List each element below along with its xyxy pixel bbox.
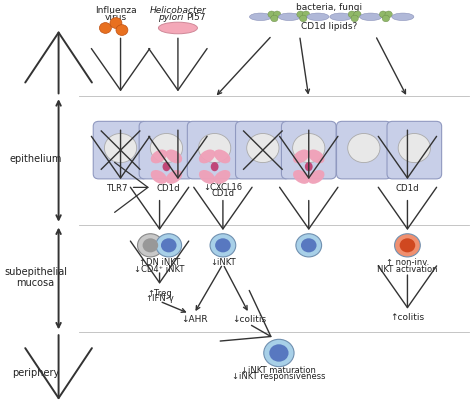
Text: ↓iNKT maturation: ↓iNKT maturation	[241, 366, 316, 375]
Ellipse shape	[158, 23, 198, 35]
Text: ↓CD4⁺ iNKT: ↓CD4⁺ iNKT	[134, 264, 185, 273]
Circle shape	[351, 16, 358, 23]
Text: TLR7: TLR7	[107, 183, 128, 192]
Circle shape	[199, 134, 231, 163]
Circle shape	[354, 12, 361, 19]
Circle shape	[210, 234, 236, 257]
Text: periphery: periphery	[12, 367, 59, 377]
Ellipse shape	[214, 150, 230, 164]
FancyBboxPatch shape	[236, 122, 290, 179]
Text: CD1d lipids?: CD1d lipids?	[301, 22, 357, 31]
Text: Helicobacter: Helicobacter	[150, 6, 206, 15]
Ellipse shape	[307, 14, 329, 21]
Ellipse shape	[211, 163, 219, 172]
Circle shape	[137, 234, 163, 257]
Text: pylori: pylori	[158, 13, 184, 22]
Text: virus: virus	[105, 13, 127, 22]
Circle shape	[246, 134, 279, 163]
Text: subepithelial
mucosa: subepithelial mucosa	[4, 266, 67, 287]
Circle shape	[143, 239, 158, 253]
Circle shape	[292, 134, 325, 163]
Circle shape	[269, 344, 289, 362]
Text: Influenza: Influenza	[95, 6, 137, 15]
Ellipse shape	[163, 163, 170, 172]
Circle shape	[215, 239, 231, 253]
Text: ↓colitis: ↓colitis	[232, 314, 266, 323]
Circle shape	[268, 12, 275, 19]
Text: CD1d: CD1d	[211, 188, 235, 197]
Ellipse shape	[330, 14, 352, 21]
Ellipse shape	[278, 14, 301, 21]
Text: ↑colitis: ↑colitis	[391, 313, 425, 322]
Text: CD1d: CD1d	[396, 183, 419, 192]
Circle shape	[264, 339, 294, 367]
Text: ↑Treg: ↑Treg	[147, 288, 172, 297]
Circle shape	[394, 234, 420, 257]
Ellipse shape	[360, 14, 382, 21]
Ellipse shape	[151, 150, 167, 164]
Circle shape	[380, 12, 387, 19]
Text: ↓iNKT: ↓iNKT	[210, 258, 236, 267]
Circle shape	[348, 12, 356, 19]
Ellipse shape	[308, 171, 325, 184]
Ellipse shape	[392, 14, 414, 21]
Circle shape	[161, 239, 176, 253]
Circle shape	[300, 16, 307, 23]
Ellipse shape	[151, 171, 167, 184]
Circle shape	[296, 234, 321, 257]
Ellipse shape	[214, 171, 230, 184]
Ellipse shape	[308, 150, 325, 164]
Circle shape	[398, 134, 430, 163]
Text: ↑IFN-γ: ↑IFN-γ	[145, 294, 174, 303]
FancyBboxPatch shape	[387, 122, 442, 179]
Text: PI57: PI57	[187, 13, 206, 22]
Circle shape	[400, 239, 415, 253]
Text: NKT activation: NKT activation	[377, 264, 438, 273]
Text: ↓iNKT responsiveness: ↓iNKT responsiveness	[232, 371, 326, 380]
Circle shape	[273, 12, 281, 19]
Circle shape	[156, 234, 182, 257]
Text: CD1d: CD1d	[157, 183, 181, 192]
Text: epithelium: epithelium	[9, 154, 62, 164]
Circle shape	[100, 24, 111, 34]
Text: ↓CXCL16: ↓CXCL16	[203, 182, 243, 191]
Text: ↑ non-inv.: ↑ non-inv.	[386, 258, 429, 267]
Circle shape	[104, 134, 137, 163]
Text: bacteria, fungi: bacteria, fungi	[296, 3, 363, 12]
Circle shape	[348, 134, 380, 163]
FancyBboxPatch shape	[187, 122, 242, 179]
Ellipse shape	[293, 171, 310, 184]
Circle shape	[385, 12, 392, 19]
Ellipse shape	[166, 171, 182, 184]
Circle shape	[302, 12, 310, 19]
Ellipse shape	[305, 163, 313, 172]
Ellipse shape	[199, 150, 215, 164]
FancyBboxPatch shape	[337, 122, 391, 179]
Ellipse shape	[166, 150, 182, 164]
Circle shape	[116, 26, 128, 36]
FancyBboxPatch shape	[139, 122, 194, 179]
Text: ↑DN iNKT: ↑DN iNKT	[139, 258, 180, 267]
Circle shape	[382, 16, 390, 23]
Circle shape	[301, 239, 317, 253]
FancyBboxPatch shape	[282, 122, 336, 179]
Circle shape	[297, 12, 304, 19]
FancyBboxPatch shape	[93, 122, 148, 179]
Circle shape	[110, 19, 122, 29]
Ellipse shape	[199, 171, 215, 184]
Text: ↓AHR: ↓AHR	[181, 314, 207, 323]
Circle shape	[271, 16, 278, 23]
Ellipse shape	[293, 150, 310, 164]
Ellipse shape	[249, 14, 272, 21]
Circle shape	[150, 134, 182, 163]
